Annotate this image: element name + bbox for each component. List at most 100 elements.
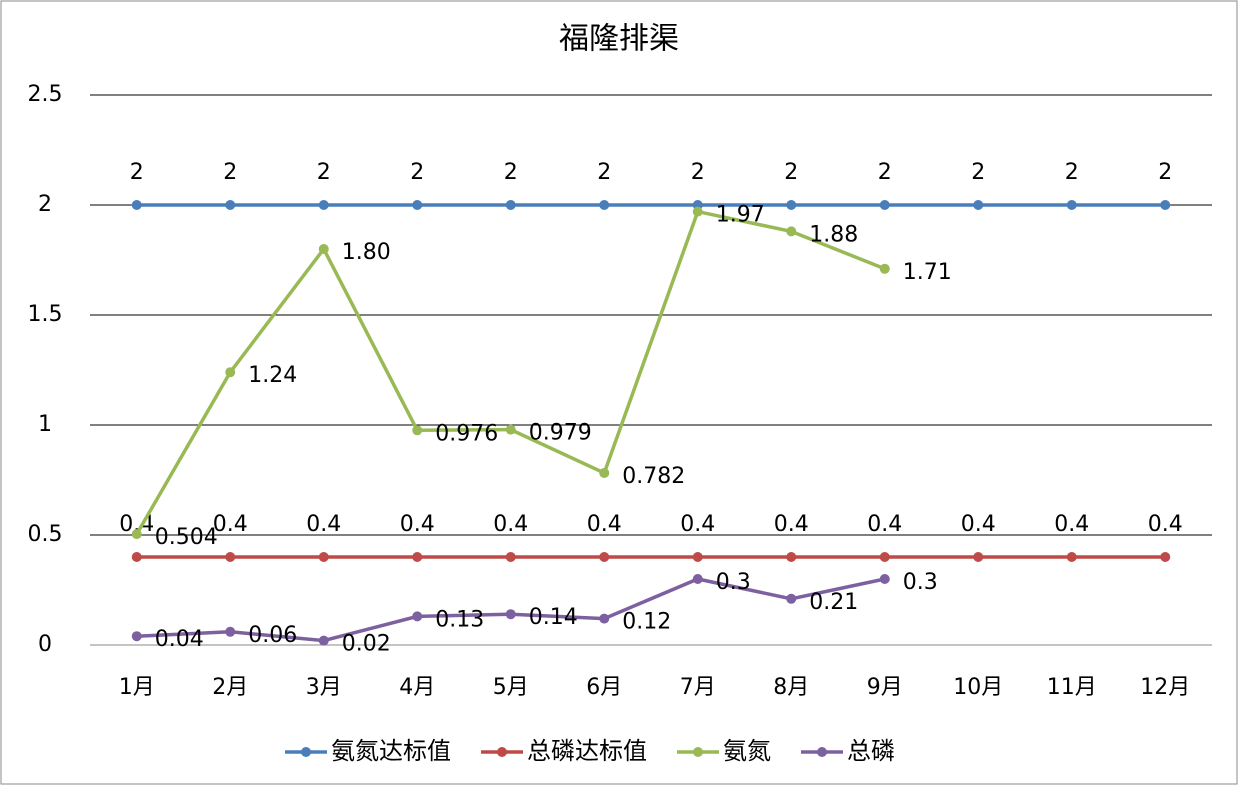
data-point xyxy=(879,574,890,584)
y-tick-label: 2 xyxy=(38,192,52,217)
data-point xyxy=(1066,200,1077,210)
data-label: 2 xyxy=(878,160,892,185)
y-tick-label: 0.5 xyxy=(28,522,63,547)
x-tick-label: 3月 xyxy=(306,675,342,700)
data-point xyxy=(505,609,516,620)
x-tick-label: 6月 xyxy=(586,675,622,700)
data-label: 0.4 xyxy=(680,512,715,537)
data-label: 2 xyxy=(1065,160,1079,185)
data-label: 0.21 xyxy=(809,590,858,615)
data-label: 0.04 xyxy=(155,627,204,652)
data-point xyxy=(599,552,610,562)
data-label: 0.14 xyxy=(529,605,578,630)
data-point xyxy=(692,574,703,584)
data-label: 0.976 xyxy=(435,421,498,446)
data-point xyxy=(505,552,516,562)
data-point xyxy=(412,552,423,562)
legend-label: 氨氮 xyxy=(723,737,771,765)
data-point xyxy=(412,200,423,210)
data-point xyxy=(225,626,236,637)
data-point xyxy=(692,552,703,562)
x-tick-label: 9月 xyxy=(867,675,903,700)
y-tick-label: 2.5 xyxy=(28,82,63,107)
data-label: 0.12 xyxy=(622,610,671,635)
data-label: 2 xyxy=(130,160,144,185)
data-label: 0.3 xyxy=(716,570,751,595)
data-label: 0.504 xyxy=(155,525,218,550)
x-tick-label: 10月 xyxy=(953,675,1003,700)
data-label: 2 xyxy=(317,160,331,185)
data-point xyxy=(131,552,142,562)
data-label: 0.4 xyxy=(1148,512,1183,537)
data-point xyxy=(786,593,797,604)
x-tick-label: 11月 xyxy=(1047,675,1097,700)
data-point xyxy=(786,226,797,237)
data-point xyxy=(412,425,423,436)
data-point xyxy=(225,367,236,378)
data-label: 2 xyxy=(784,160,798,185)
legend-marker xyxy=(693,747,703,757)
data-label: 0.4 xyxy=(400,512,435,537)
data-label: 0.4 xyxy=(306,512,341,537)
data-label: 0.4 xyxy=(587,512,622,537)
data-point xyxy=(318,244,329,254)
data-label: 1.97 xyxy=(716,203,765,228)
data-point xyxy=(318,552,329,562)
data-point xyxy=(412,611,423,622)
data-label: 0.4 xyxy=(774,512,809,537)
data-point xyxy=(973,200,984,210)
x-tick-label: 2月 xyxy=(212,675,248,700)
data-label: 1.71 xyxy=(903,260,952,285)
legend-marker xyxy=(301,747,311,757)
data-label: 0.06 xyxy=(248,623,297,648)
x-tick-label: 7月 xyxy=(680,675,716,700)
legend-label: 氨氮达标值 xyxy=(331,737,451,765)
data-label: 0.4 xyxy=(213,512,248,537)
legend-label: 总磷达标值 xyxy=(527,737,647,765)
x-tick-label: 8月 xyxy=(773,675,809,700)
data-label: 0.13 xyxy=(435,607,484,632)
data-label: 0.4 xyxy=(961,512,996,537)
legend-marker xyxy=(497,747,507,757)
data-label: 0.4 xyxy=(867,512,902,537)
data-point xyxy=(505,200,516,210)
data-point xyxy=(973,552,984,562)
data-label: 1.80 xyxy=(342,240,391,265)
data-label: 1.24 xyxy=(248,363,297,388)
data-label: 0.4 xyxy=(1054,512,1089,537)
x-tick-label: 12月 xyxy=(1140,675,1190,700)
data-point xyxy=(879,263,890,274)
data-label: 0.4 xyxy=(493,512,528,537)
data-point xyxy=(879,200,890,210)
chart-title: 福隆排渠 xyxy=(559,22,679,57)
data-point xyxy=(318,200,329,210)
x-tick-label: 1月 xyxy=(119,675,155,700)
data-label: 2 xyxy=(1158,160,1172,185)
data-point xyxy=(692,206,703,217)
data-point xyxy=(225,552,236,562)
data-label: 0.02 xyxy=(342,632,391,657)
data-label: 2 xyxy=(410,160,424,185)
data-point xyxy=(786,200,797,210)
data-label: 2 xyxy=(971,160,985,185)
data-point xyxy=(599,200,610,210)
x-tick-label: 5月 xyxy=(493,675,529,700)
y-tick-label: 0 xyxy=(38,632,52,657)
legend-label: 总磷 xyxy=(847,737,895,765)
data-label: 2 xyxy=(691,160,705,185)
data-point xyxy=(599,467,610,478)
data-label: 2 xyxy=(504,160,518,185)
data-point xyxy=(1160,200,1171,210)
data-label: 0.3 xyxy=(903,570,938,595)
data-label: 0.979 xyxy=(529,421,592,446)
data-point xyxy=(599,613,610,624)
y-tick-label: 1.5 xyxy=(28,302,63,327)
data-label: 2 xyxy=(597,160,611,185)
data-label: 0.782 xyxy=(622,464,685,489)
x-tick-label: 4月 xyxy=(399,675,435,700)
data-point xyxy=(505,424,516,435)
data-point xyxy=(1066,552,1077,562)
data-point xyxy=(318,635,329,646)
